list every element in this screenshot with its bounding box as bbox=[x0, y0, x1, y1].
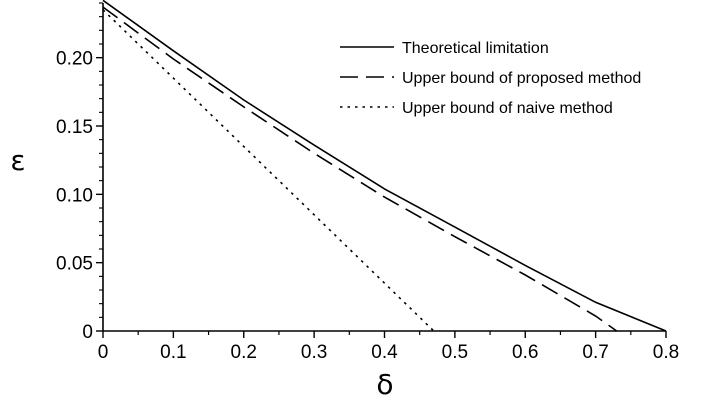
legend: Theoretical limitation Upper bound of pro… bbox=[340, 40, 641, 117]
x-tick-label-0: 0 bbox=[98, 342, 109, 363]
plot-series-group bbox=[102, 0, 667, 332]
ticks-group: 0 0.1 0.2 0.3 0.4 0.5 0.6 0.7 0.8 0 0.05 0.10 0.15 0.… bbox=[56, 2, 679, 363]
legend-label-1: Upper bound of proposed method bbox=[402, 70, 641, 87]
legend-label-2: Upper bound of naive method bbox=[402, 100, 613, 117]
y-tick-label-2: 0.10 bbox=[56, 185, 93, 206]
x-tick-label-5: 0.5 bbox=[442, 342, 468, 363]
series-line-0 bbox=[102, 0, 667, 332]
legend-label-0: Theoretical limitation bbox=[402, 40, 549, 57]
y-axis-title: ε bbox=[10, 144, 25, 177]
y-tick-label-0: 0 bbox=[82, 322, 93, 343]
x-tick-label-8: 0.8 bbox=[653, 342, 679, 363]
x-tick-label-6: 0.6 bbox=[512, 342, 538, 363]
x-axis-title: δ bbox=[376, 368, 393, 401]
y-tick-label-1: 0.05 bbox=[56, 254, 93, 275]
y-tick-label-3: 0.15 bbox=[56, 117, 93, 138]
axes-group bbox=[102, 3, 666, 332]
x-tick-label-1: 0.1 bbox=[160, 342, 186, 363]
x-tick-label-3: 0.3 bbox=[301, 342, 327, 363]
x-tick-label-7: 0.7 bbox=[582, 342, 608, 363]
y-tick-label-4: 0.20 bbox=[56, 49, 93, 70]
series-line-1 bbox=[102, 6, 618, 332]
x-tick-label-4: 0.4 bbox=[371, 342, 398, 363]
series-line-2 bbox=[102, 9, 435, 332]
x-tick-label-2: 0.2 bbox=[231, 342, 257, 363]
